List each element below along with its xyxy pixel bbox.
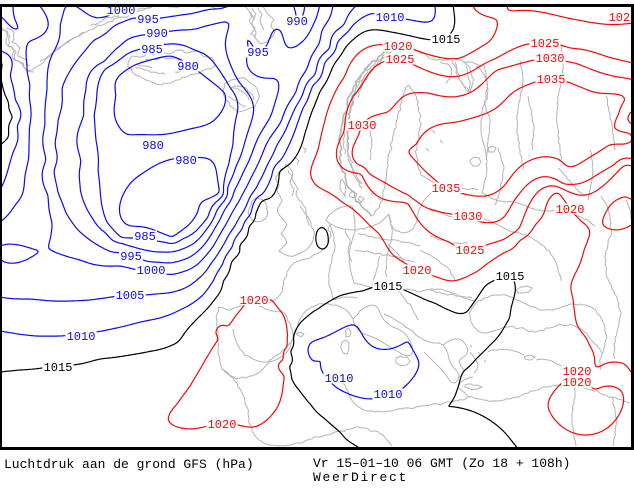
svg-text:1020: 1020	[240, 294, 269, 308]
svg-text:1025: 1025	[456, 244, 485, 258]
svg-text:1030: 1030	[536, 52, 565, 66]
svg-text:1025: 1025	[386, 53, 415, 67]
svg-text:1010: 1010	[374, 388, 403, 402]
svg-text:1015: 1015	[432, 33, 461, 47]
svg-text:1035: 1035	[432, 182, 461, 196]
svg-text:1030: 1030	[348, 119, 377, 133]
svg-text:1020: 1020	[208, 418, 237, 432]
svg-text:980: 980	[142, 139, 164, 153]
svg-text:1020: 1020	[384, 40, 413, 54]
svg-text:995: 995	[120, 250, 142, 264]
svg-text:1010: 1010	[67, 330, 96, 344]
svg-text:985: 985	[141, 43, 163, 57]
svg-text:1020: 1020	[563, 376, 592, 390]
svg-text:1015: 1015	[44, 361, 73, 375]
svg-text:Vr 15–01–10 06 GMT (Zo 18 + 10: Vr 15–01–10 06 GMT (Zo 18 + 108h)	[313, 456, 570, 471]
svg-text:1000: 1000	[107, 4, 136, 18]
svg-text:1010: 1010	[376, 11, 405, 25]
svg-text:990: 990	[286, 15, 308, 29]
svg-text:995: 995	[137, 13, 159, 27]
svg-text:1020: 1020	[403, 264, 432, 278]
svg-text:WeerDirect: WeerDirect	[313, 470, 408, 485]
svg-text:1010: 1010	[325, 372, 354, 386]
svg-text:980: 980	[177, 60, 199, 74]
svg-text:1030: 1030	[454, 210, 483, 224]
svg-text:1020: 1020	[563, 365, 592, 379]
svg-text:990: 990	[146, 27, 168, 41]
svg-text:1005: 1005	[116, 289, 145, 303]
svg-text:995: 995	[247, 46, 269, 60]
svg-text:1020: 1020	[556, 203, 585, 217]
svg-text:1035: 1035	[537, 73, 566, 87]
svg-text:1025: 1025	[531, 37, 560, 51]
svg-text:1015: 1015	[374, 280, 403, 294]
svg-text:Luchtdruk aan de grond GFS (hP: Luchtdruk aan de grond GFS (hPa)	[4, 457, 254, 472]
svg-text:985: 985	[134, 230, 156, 244]
svg-text:1015: 1015	[496, 270, 525, 284]
svg-text:1000: 1000	[137, 264, 166, 278]
svg-text:980: 980	[175, 154, 197, 168]
svg-text:1020: 1020	[609, 11, 634, 25]
